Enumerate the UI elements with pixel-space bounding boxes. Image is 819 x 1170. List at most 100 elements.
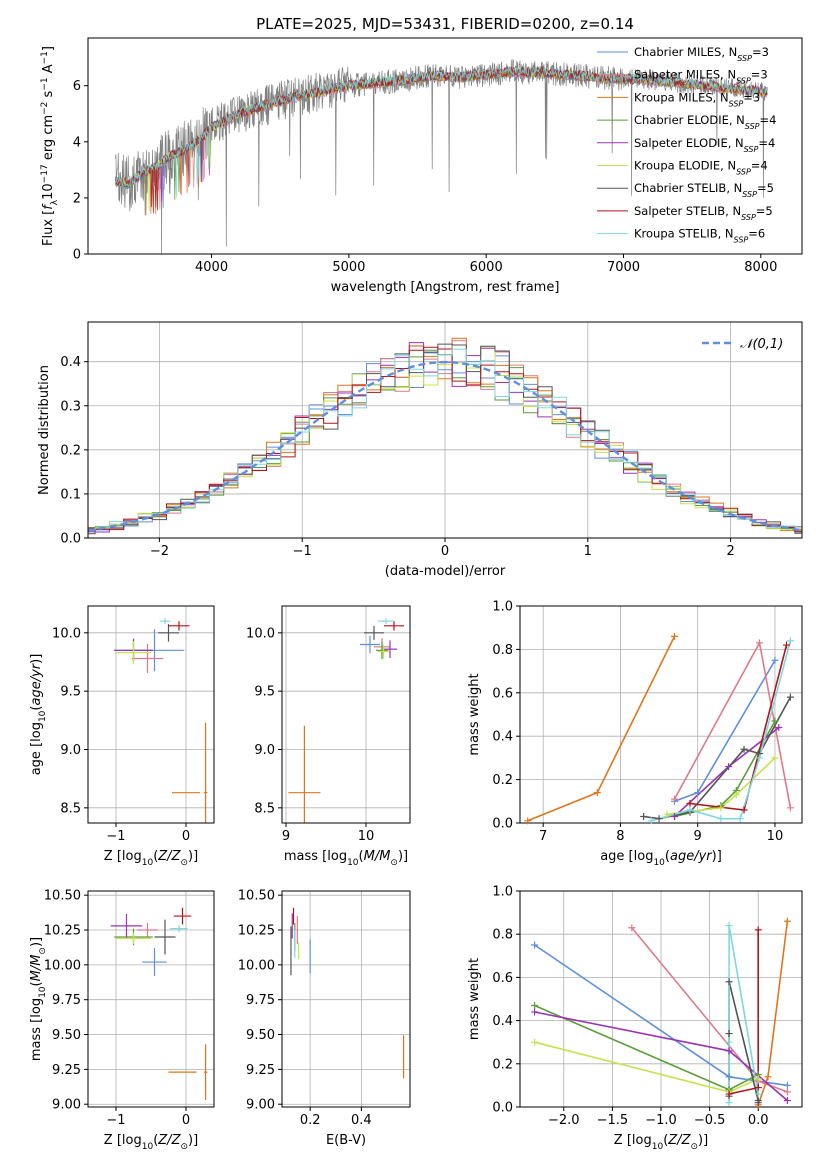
x-tick-label: 6000 bbox=[470, 260, 503, 275]
marker-chabrier-stelib bbox=[740, 745, 748, 753]
y-tick-label: 10.25 bbox=[44, 924, 81, 939]
marker-chabrier-miles bbox=[771, 656, 779, 664]
y-tick-label: 9.50 bbox=[52, 1028, 81, 1043]
y-tick-label: 0.2 bbox=[492, 1057, 513, 1072]
axes-mass_vs_Z: −1 0 9.00 9.25 9.50 9.75 10.00 10.25 10.50 Z [log… bbox=[29, 889, 215, 1152]
marker-salpeter-stelib bbox=[783, 641, 791, 649]
x-tick-label: −2.0 bbox=[548, 1113, 580, 1128]
y-tick-label: 10.50 bbox=[44, 889, 81, 904]
y-tick-label: 6 bbox=[73, 79, 81, 94]
series-kroupa-miles bbox=[527, 636, 676, 822]
massweight_vs_age-y-label: mass weight bbox=[467, 673, 482, 755]
x-tick-label: 0.4 bbox=[351, 1113, 372, 1128]
axes-frame bbox=[281, 605, 411, 824]
y-tick-label: 10.25 bbox=[238, 924, 275, 939]
x-tick-label: −1 bbox=[293, 544, 312, 559]
marker-kroupa-miles bbox=[764, 1073, 772, 1081]
x-tick-label: −1 bbox=[106, 1113, 125, 1128]
y-tick-label: 0 bbox=[73, 248, 81, 263]
mass_vs_Z-y-label: mass [log10(M/M⊙)] bbox=[29, 937, 48, 1061]
series-kroupa-miles bbox=[757, 921, 789, 1106]
marker-salpeter-stelib bbox=[740, 806, 748, 814]
marker-kroupa-miles bbox=[524, 817, 532, 825]
plot-area-mass_vs_EBV bbox=[290, 907, 405, 1079]
marker-salpeter-stelib bbox=[725, 1090, 733, 1098]
histogram-kroupa-miles bbox=[88, 337, 802, 532]
marker-kroupa-elodie bbox=[732, 791, 740, 799]
marker-kroupa-stelib bbox=[725, 1038, 733, 1046]
legend-label-salpeter-stelib: Salpeter STELIB, NSSP=5 bbox=[634, 204, 773, 222]
y-tick-label: 9.75 bbox=[52, 993, 81, 1008]
marker-kroupa-stelib bbox=[686, 806, 694, 814]
legend-normal-label: 𝒩(0,1) bbox=[740, 337, 783, 352]
marker-chabrier-stelib bbox=[655, 815, 663, 823]
x-tick-label: 10 bbox=[358, 829, 375, 844]
marker-salpeter-elodie bbox=[531, 1008, 539, 1016]
marker-chabrier-elodie bbox=[771, 717, 779, 725]
marker-salpeter-miles bbox=[783, 1088, 791, 1096]
y-tick-label: 1.0 bbox=[492, 600, 513, 615]
y-tick-label: 8.5 bbox=[254, 801, 275, 816]
figure-title: PLATE=2025, MJD=53431, FIBERID=0200, z=0… bbox=[256, 15, 634, 33]
spectrum-model-kroupa-stelib bbox=[115, 65, 768, 198]
x-tick-label: 7000 bbox=[607, 260, 640, 275]
marker-kroupa-elodie bbox=[531, 1038, 539, 1046]
y-tick-label: 0.4 bbox=[492, 730, 513, 745]
y-tick-label: 0.4 bbox=[492, 1014, 513, 1029]
x-tick-label: 1 bbox=[584, 544, 592, 559]
y-tick-label: 10.0 bbox=[52, 626, 81, 641]
y-tick-label: 2 bbox=[73, 191, 81, 206]
marker-kroupa-stelib bbox=[717, 815, 725, 823]
axes-frame bbox=[87, 605, 215, 824]
spectrum-y-label: Flux [fλ10−17 erg cm−2 s−1 A−1] bbox=[40, 46, 60, 246]
y-tick-label: 0.4 bbox=[60, 355, 81, 370]
marker-salpeter-elodie bbox=[671, 812, 679, 820]
legend-label-chabrier-stelib: Chabrier STELIB, NSSP=5 bbox=[634, 181, 774, 199]
axes-age_vs_mass: 9 10 8.5 9.0 9.5 10.0 mass [log10(M/M⊙)] bbox=[246, 605, 411, 868]
y-tick-label: 4 bbox=[73, 135, 81, 150]
marker-chabrier-miles bbox=[694, 789, 702, 797]
axes-frame bbox=[281, 890, 411, 1108]
marker-chabrier-miles bbox=[725, 1073, 733, 1081]
marker-chabrier-miles bbox=[531, 941, 539, 949]
x-tick-label: 0 bbox=[182, 1113, 190, 1128]
histogram-chabrier-stelib bbox=[88, 343, 802, 535]
y-tick-label: 0.6 bbox=[492, 686, 513, 701]
x-tick-label: 0 bbox=[441, 544, 449, 559]
plot-area-mass_vs_Z bbox=[110, 907, 208, 1101]
legend-label-salpeter-miles: Salpeter MILES, NSSP=3 bbox=[634, 68, 768, 86]
marker-chabrier-stelib bbox=[640, 812, 648, 820]
marker-kroupa-stelib bbox=[725, 922, 733, 930]
massweight_vs_Z-y-label: mass weight bbox=[467, 958, 482, 1040]
marker-chabrier-miles bbox=[783, 1081, 791, 1089]
marker-kroupa-elodie bbox=[754, 1075, 762, 1083]
marker-chabrier-elodie bbox=[531, 1001, 539, 1009]
marker-salpeter-elodie bbox=[725, 763, 733, 771]
y-tick-label: 9.25 bbox=[52, 1063, 81, 1078]
plot-area-residuals bbox=[88, 337, 802, 535]
marker-kroupa-miles bbox=[593, 789, 601, 797]
age_vs_Z-x-label: Z [log10(Z/Z⊙)] bbox=[104, 849, 198, 868]
normal-curve bbox=[88, 360, 800, 532]
x-tick-label: 10 bbox=[767, 829, 784, 844]
marker-kroupa-stelib bbox=[647, 817, 655, 825]
marker-chabrier-stelib bbox=[786, 693, 794, 701]
marker-salpeter-stelib bbox=[686, 799, 694, 807]
x-tick-label: 0.0 bbox=[748, 1113, 769, 1128]
residuals-y-label: Normed distribution bbox=[37, 365, 52, 495]
legend-label-chabrier-miles: Chabrier MILES, NSSP=3 bbox=[634, 45, 769, 63]
x-tick-label: −1.5 bbox=[597, 1113, 629, 1128]
mass_vs_EBV-x-label: E(B-V) bbox=[326, 1133, 366, 1148]
x-tick-label: 4000 bbox=[195, 260, 228, 275]
marker-kroupa-miles bbox=[671, 632, 679, 640]
residuals-x-label: (data-model)/error bbox=[385, 564, 506, 579]
age_vs_mass-x-label: mass [log10(M/M⊙)] bbox=[284, 849, 408, 868]
y-tick-label: 0.3 bbox=[60, 399, 81, 414]
axes-frame bbox=[87, 37, 803, 255]
y-tick-label: 9.25 bbox=[246, 1063, 275, 1078]
marker-kroupa-miles bbox=[783, 917, 791, 925]
x-tick-label: 2 bbox=[726, 544, 734, 559]
y-tick-label: 9.00 bbox=[52, 1098, 81, 1113]
y-tick-label: 10.50 bbox=[238, 889, 275, 904]
